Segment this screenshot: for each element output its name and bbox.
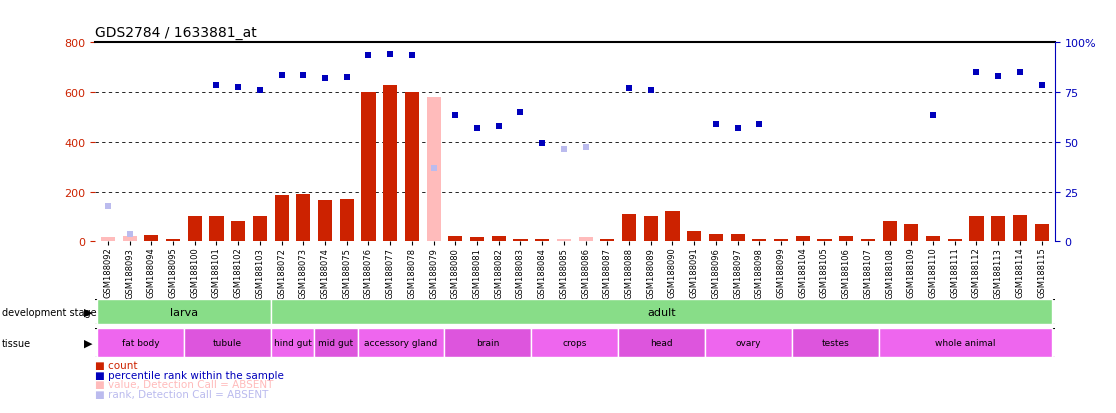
Text: hind gut: hind gut bbox=[273, 338, 311, 347]
Text: tissue: tissue bbox=[2, 338, 31, 348]
Text: ▶: ▶ bbox=[84, 307, 93, 317]
Bar bbox=[144, 235, 158, 242]
Bar bbox=[123, 237, 136, 242]
Text: testes: testes bbox=[821, 338, 849, 347]
Bar bbox=[492, 237, 506, 242]
Bar bbox=[187, 217, 202, 242]
Text: mid gut: mid gut bbox=[318, 338, 354, 347]
Bar bbox=[531, 328, 618, 357]
Bar bbox=[970, 217, 983, 242]
Text: adult: adult bbox=[647, 307, 676, 317]
Bar bbox=[271, 328, 315, 357]
Bar bbox=[1035, 224, 1049, 242]
Bar bbox=[775, 239, 788, 242]
Bar bbox=[926, 237, 940, 242]
Bar bbox=[705, 328, 792, 357]
Bar bbox=[687, 232, 701, 242]
Bar bbox=[1013, 216, 1027, 242]
Bar bbox=[100, 238, 115, 242]
Bar bbox=[878, 328, 1052, 357]
Bar bbox=[231, 222, 246, 242]
Bar bbox=[296, 195, 310, 242]
Bar bbox=[557, 239, 571, 242]
Bar bbox=[362, 93, 375, 242]
Bar bbox=[535, 239, 549, 242]
Text: GDS2784 / 1633881_at: GDS2784 / 1633881_at bbox=[95, 26, 257, 40]
Text: ■ rank, Detection Call = ABSENT: ■ rank, Detection Call = ABSENT bbox=[95, 389, 268, 399]
Text: ▶: ▶ bbox=[84, 338, 93, 348]
Bar bbox=[166, 239, 180, 242]
Bar bbox=[315, 328, 357, 357]
Text: whole animal: whole animal bbox=[935, 338, 995, 347]
Bar bbox=[839, 237, 854, 242]
Bar bbox=[513, 239, 528, 242]
Bar bbox=[796, 237, 810, 242]
Text: ■ percentile rank within the sample: ■ percentile rank within the sample bbox=[95, 370, 283, 380]
Text: ■ count: ■ count bbox=[95, 361, 137, 370]
Bar bbox=[644, 217, 657, 242]
Text: development stage: development stage bbox=[2, 307, 97, 317]
Text: brain: brain bbox=[477, 338, 500, 347]
Bar bbox=[947, 239, 962, 242]
Bar bbox=[271, 299, 1052, 324]
Bar bbox=[752, 239, 767, 242]
Text: ■ value, Detection Call = ABSENT: ■ value, Detection Call = ABSENT bbox=[95, 380, 273, 389]
Bar bbox=[860, 239, 875, 242]
Text: head: head bbox=[651, 338, 673, 347]
Bar bbox=[383, 85, 397, 242]
Bar bbox=[709, 234, 723, 242]
Bar bbox=[622, 214, 636, 242]
Bar bbox=[449, 237, 462, 242]
Bar bbox=[426, 98, 441, 242]
Bar bbox=[904, 224, 918, 242]
Bar bbox=[339, 199, 354, 242]
Bar bbox=[210, 217, 223, 242]
Bar bbox=[405, 93, 418, 242]
Text: larva: larva bbox=[170, 307, 198, 317]
Bar bbox=[883, 222, 896, 242]
Bar bbox=[318, 201, 333, 242]
Bar bbox=[618, 328, 705, 357]
Bar bbox=[600, 239, 615, 242]
Bar bbox=[184, 328, 271, 357]
Text: ovary: ovary bbox=[735, 338, 761, 347]
Bar bbox=[470, 238, 484, 242]
Text: tubule: tubule bbox=[213, 338, 242, 347]
Text: crops: crops bbox=[562, 338, 587, 347]
Bar bbox=[275, 196, 289, 242]
Bar bbox=[792, 328, 878, 357]
Bar bbox=[991, 217, 1006, 242]
Bar bbox=[665, 212, 680, 242]
Text: accessory gland: accessory gland bbox=[365, 338, 437, 347]
Bar bbox=[97, 299, 271, 324]
Bar bbox=[578, 238, 593, 242]
Bar bbox=[357, 328, 444, 357]
Bar bbox=[95, 242, 1055, 413]
Bar bbox=[97, 328, 184, 357]
Bar bbox=[253, 217, 267, 242]
Bar bbox=[731, 234, 744, 242]
Text: fat body: fat body bbox=[122, 338, 160, 347]
Bar bbox=[817, 239, 831, 242]
Bar bbox=[444, 328, 531, 357]
